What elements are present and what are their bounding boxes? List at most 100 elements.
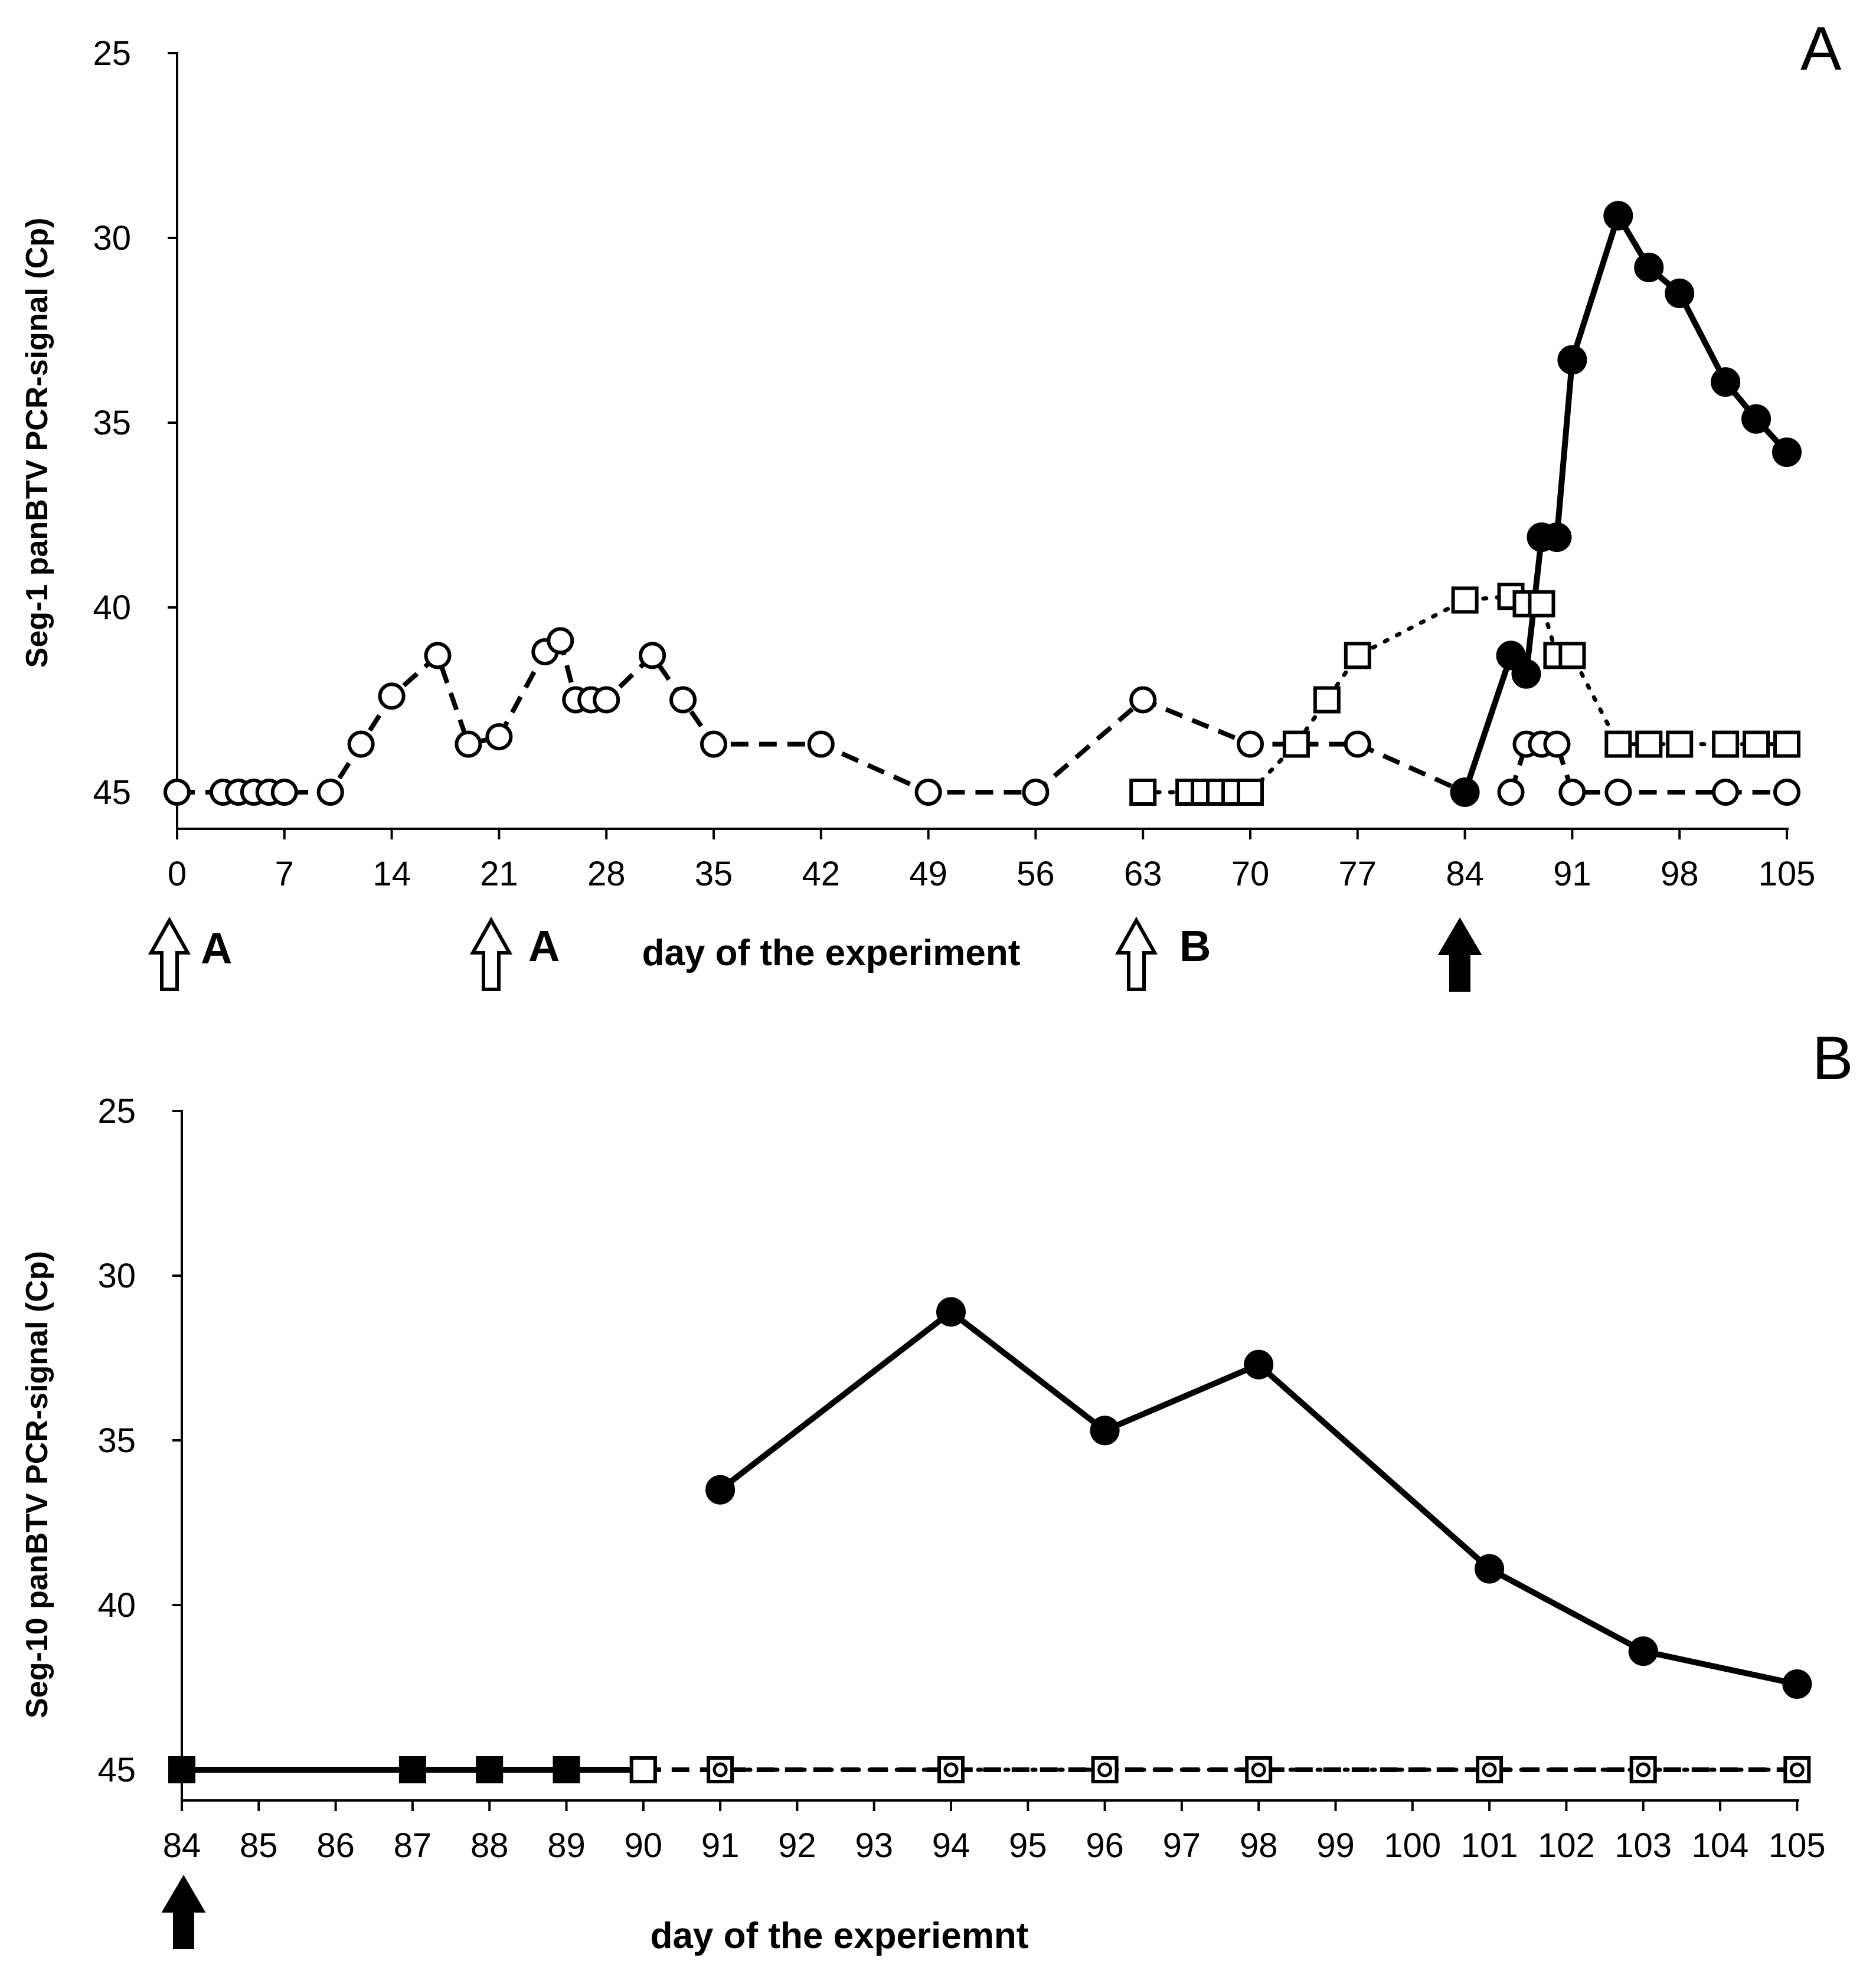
data-point-open-circle xyxy=(593,686,620,714)
data-point-filled-circle xyxy=(1782,1669,1812,1699)
x-tick-label: 84 xyxy=(1446,855,1484,893)
data-point-open-circle xyxy=(1773,779,1800,806)
data-point-open-circle xyxy=(700,730,727,758)
data-point-open-square xyxy=(1558,642,1586,669)
data-point-open-square xyxy=(1313,686,1341,714)
y-tick-label: 25 xyxy=(97,1092,136,1130)
data-point-open-circle xyxy=(1558,779,1586,806)
y-tick-label: 35 xyxy=(97,1421,136,1460)
x-tick-label: 7 xyxy=(275,855,294,893)
data-point-filled-square xyxy=(168,1756,195,1783)
data-point-open-circle xyxy=(316,779,344,806)
data-point-open-circle xyxy=(1497,779,1525,806)
x-tick-label: 63 xyxy=(1124,855,1162,893)
x-tick-label: 70 xyxy=(1231,855,1270,893)
data-point-filled-circle xyxy=(1603,201,1633,231)
data-point-open-circle xyxy=(1251,1762,1266,1777)
filled-arrow-icon xyxy=(161,1875,206,1949)
x-tick-label: 105 xyxy=(1769,1826,1826,1865)
data-point-open-square xyxy=(1344,642,1371,669)
data-point-open-square xyxy=(1604,730,1632,758)
x-tick-label: 99 xyxy=(1316,1826,1355,1865)
data-point-open-circle xyxy=(669,686,697,714)
data-point-filled-circle xyxy=(1741,404,1772,434)
x-tick-label: 84 xyxy=(163,1826,201,1865)
panel-a-x-ticks: 0 7 14 21 28 35 42 49 56 63 70 77 84 91 … xyxy=(168,829,1816,893)
x-tick-label: 97 xyxy=(1163,1826,1201,1865)
data-point-open-circle xyxy=(1789,1762,1805,1777)
data-point-filled-circle xyxy=(1542,522,1572,553)
y-tick-label: 45 xyxy=(93,773,131,812)
data-point-open-square xyxy=(1666,730,1694,758)
annotation-label: B xyxy=(1179,921,1211,970)
open-arrow-icon xyxy=(1115,916,1158,991)
y-tick-label: 25 xyxy=(93,34,131,73)
data-point-filled-circle xyxy=(1244,1349,1274,1380)
data-point-open-square xyxy=(1528,590,1555,617)
panel-a-y-ticks: 25 30 35 40 45 xyxy=(93,34,177,812)
data-point-open-square xyxy=(1635,730,1663,758)
panel-b-annotations xyxy=(161,1875,206,1949)
panel-b-y-axis-label: Seg-10 panBTV PCR-signal (Cp) xyxy=(20,1251,54,1718)
data-point-open-circle xyxy=(1022,779,1050,806)
data-point-filled-circle xyxy=(1090,1416,1120,1446)
x-tick-label: 89 xyxy=(547,1826,586,1865)
panel-b: B Seg-10 panBTV PCR-signal (Cp) day of t… xyxy=(20,1024,1853,1956)
x-tick-label: 92 xyxy=(778,1826,816,1865)
panel-a-x-axis-label: day of the experiment xyxy=(642,933,1021,973)
data-point-filled-circle xyxy=(1711,367,1741,397)
x-tick-label: 98 xyxy=(1240,1826,1278,1865)
data-point-open-circle xyxy=(1237,730,1264,758)
data-point-open-circle xyxy=(713,1762,728,1777)
panel-b-x-ticks: 84 85 86 87 88 89 90 91 92 93 94 95 96 9… xyxy=(163,1800,1826,1865)
y-tick-label: 30 xyxy=(97,1257,136,1295)
data-point-open-circle xyxy=(1097,1762,1113,1777)
data-point-filled-circle xyxy=(1475,1554,1505,1584)
data-point-open-square xyxy=(937,1756,965,1783)
data-point-open-circle xyxy=(424,642,452,669)
x-tick-label: 96 xyxy=(1086,1826,1124,1865)
data-point-open-circle xyxy=(1604,779,1632,806)
data-point-open-circle xyxy=(914,779,942,806)
y-tick-label: 35 xyxy=(93,404,131,442)
data-point-filled-circle xyxy=(705,1475,736,1505)
x-tick-label: 105 xyxy=(1759,855,1816,893)
annotation-label: A xyxy=(201,924,232,973)
panel-a-label: A xyxy=(1800,15,1842,83)
data-point-open-circle xyxy=(639,642,666,669)
data-point-filled-square xyxy=(476,1756,504,1783)
data-point-open-circle xyxy=(807,730,835,758)
x-tick-label: 14 xyxy=(372,855,411,893)
data-point-open-square xyxy=(1712,730,1740,758)
panel-b-plot-area xyxy=(168,1297,1812,1783)
data-point-open-square xyxy=(1773,730,1800,758)
x-tick-label: 85 xyxy=(240,1826,278,1865)
y-tick-label: 40 xyxy=(97,1586,136,1625)
data-point-open-circle xyxy=(378,682,406,710)
x-tick-label: 77 xyxy=(1339,855,1377,893)
data-point-open-circle xyxy=(1543,730,1571,758)
data-point-open-square xyxy=(1129,779,1157,806)
panel-a-plot-area xyxy=(164,201,1802,807)
data-point-open-circle xyxy=(164,779,191,806)
data-point-filled-circle xyxy=(1511,659,1541,689)
data-point-open-square xyxy=(1629,1756,1657,1783)
series-line-2 xyxy=(1508,741,1787,795)
data-point-open-circle xyxy=(1482,1762,1497,1777)
x-tick-label: 91 xyxy=(1553,855,1591,893)
x-tick-label: 49 xyxy=(909,855,947,893)
data-point-open-circle xyxy=(270,779,298,806)
data-point-open-square xyxy=(1282,730,1310,758)
x-tick-label: 42 xyxy=(802,855,841,893)
series-line-4 xyxy=(1462,213,1789,793)
x-tick-label: 93 xyxy=(855,1826,893,1865)
data-point-open-circle xyxy=(1712,779,1740,806)
x-tick-label: 86 xyxy=(316,1826,355,1865)
data-point-open-square xyxy=(1743,730,1770,758)
data-point-open-circle xyxy=(1636,1762,1651,1777)
data-point-filled-circle xyxy=(1628,1636,1658,1666)
open-arrow-icon xyxy=(469,916,513,991)
x-tick-label: 21 xyxy=(480,855,518,893)
y-tick-label: 30 xyxy=(93,219,131,257)
data-point-open-circle xyxy=(485,723,513,751)
